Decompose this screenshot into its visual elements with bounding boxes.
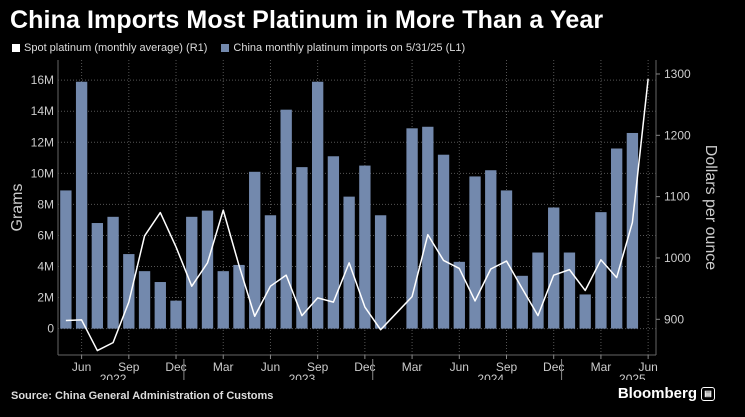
x-tick-label: Sep: [496, 360, 518, 374]
y-tick-label-right: 1200: [664, 128, 691, 142]
bar: [138, 271, 151, 329]
chart-canvas: 0 2M 4M 6M 8M 10M 12M 14M 16M 900 1000 1100 1200 1300…: [9, 60, 719, 380]
x-tick-label: Jun: [72, 360, 91, 374]
x-tick-label: Sep: [307, 360, 329, 374]
bar: [107, 216, 119, 329]
y-tick-label-left: 14M: [31, 104, 54, 118]
legend: Spot platinum (monthly average) (R1) Chi…: [12, 42, 465, 54]
bar: [532, 252, 544, 329]
y-tick-label-left: 12M: [31, 135, 54, 149]
bar: [563, 252, 576, 329]
x-tick-label: Mar: [402, 360, 423, 374]
bar: [422, 126, 434, 329]
bar: [406, 128, 418, 329]
legend-item-imports: China monthly platinum imports on 5/31/2…: [221, 42, 465, 54]
y-tick-label-left: 2M: [37, 291, 54, 305]
bar: [374, 215, 387, 329]
x-tick-label: Dec: [543, 360, 564, 374]
x-tick-label: Mar: [591, 360, 612, 374]
legend-swatch-line: [12, 44, 20, 52]
bar: [201, 210, 214, 329]
bar: [264, 215, 277, 329]
x-tick-label: Dec: [354, 360, 375, 374]
bar: [516, 275, 528, 329]
y-tick-label-left: 0: [47, 322, 54, 336]
brand-logo: Bloomberg ▤: [618, 385, 715, 402]
legend-label-line: Spot platinum (monthly average) (R1): [24, 42, 208, 54]
bar: [595, 212, 607, 329]
y-axis-title-left: Grams: [9, 184, 26, 232]
x-tick-label: Sep: [118, 360, 140, 374]
x-year-label: 2024: [477, 372, 504, 380]
bar: [327, 156, 340, 329]
bar: [485, 170, 497, 329]
bar: [469, 176, 481, 329]
bar: [217, 271, 229, 329]
legend-item-spot-platinum: Spot platinum (monthly average) (R1): [12, 42, 207, 54]
line-series-spot-platinum: [65, 78, 649, 352]
x-tick-label: Jun: [261, 360, 280, 374]
bar: [579, 294, 591, 329]
bar: [280, 109, 292, 329]
x-tick-label: Jun: [450, 360, 469, 374]
bar: [626, 132, 639, 329]
bar: [359, 165, 371, 329]
x-year-label: 2022: [100, 372, 127, 380]
x-tick-label: Dec: [165, 360, 186, 374]
bar: [75, 81, 88, 329]
brand-badge-icon: ▤: [701, 386, 715, 401]
bar: [311, 81, 324, 329]
y-tick-label-left: 10M: [31, 166, 54, 180]
y-tick-label-left: 8M: [37, 197, 54, 211]
y-tick-label-right: 900: [664, 312, 684, 326]
source-note: Source: China General Administration of …: [11, 390, 274, 402]
bar: [500, 190, 513, 329]
y-tick-label-left: 16M: [31, 73, 54, 87]
bar: [249, 171, 261, 329]
y-tick-label-right: 1300: [664, 67, 691, 81]
y-tick-label-right: 1000: [664, 251, 691, 265]
bar: [610, 148, 623, 329]
bar: [154, 282, 166, 329]
y-tick-label-left: 4M: [37, 260, 54, 274]
bar: [186, 216, 198, 329]
y-tick-label-right: 1100: [664, 190, 690, 204]
bar: [170, 300, 182, 329]
bar: [60, 190, 72, 329]
bar: [437, 154, 450, 329]
brand-name: Bloomberg: [617, 385, 697, 402]
y-tick-label-left: 6M: [37, 228, 54, 242]
x-tick-label: Jun: [638, 360, 657, 374]
bar: [123, 254, 135, 329]
bar: [233, 264, 245, 329]
legend-label-bar: China monthly platinum imports on 5/31/2…: [233, 42, 466, 54]
y-axis-title-right: Dollars per ounce: [702, 145, 719, 271]
x-year-label: 2025: [619, 372, 646, 380]
chart-title: China Imports Most Platinum in More Than…: [10, 6, 604, 34]
bar: [548, 207, 560, 329]
legend-swatch-bar: [221, 44, 230, 52]
bar: [296, 167, 308, 329]
x-tick-label: Mar: [213, 360, 234, 374]
bar: [91, 223, 104, 329]
x-year-label: 2023: [289, 372, 316, 380]
bar: [453, 261, 465, 329]
